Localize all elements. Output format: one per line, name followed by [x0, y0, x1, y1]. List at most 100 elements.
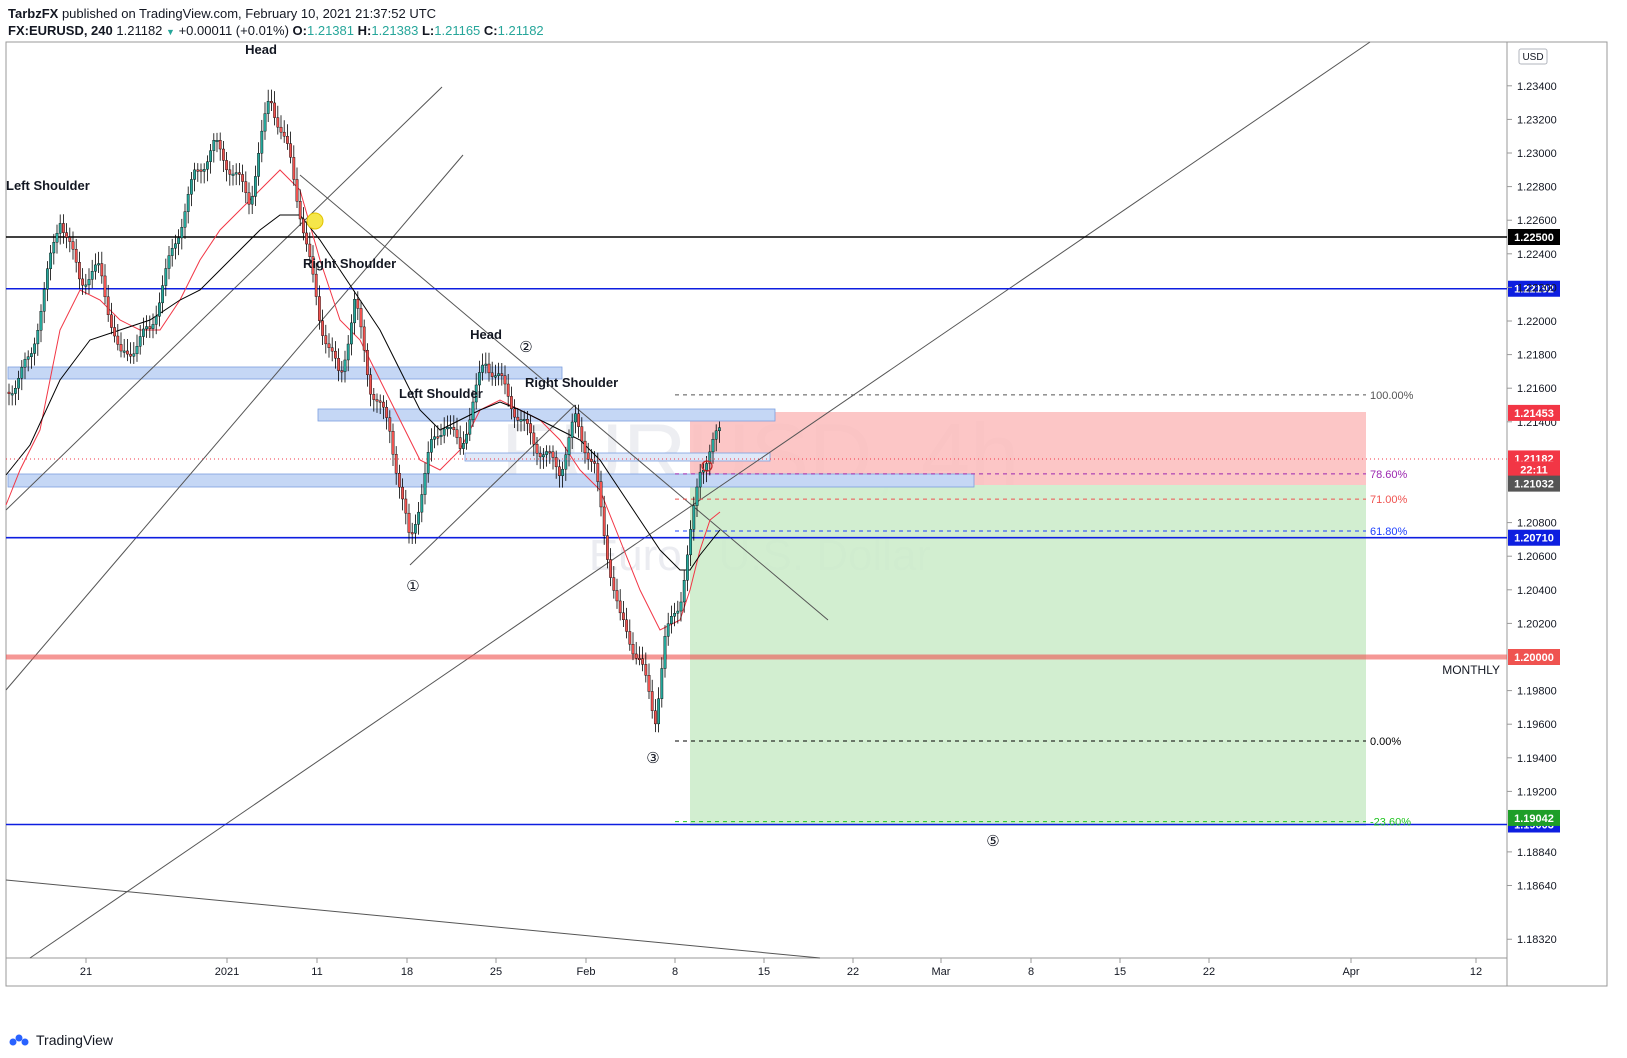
wave-label-1: ①: [406, 578, 419, 595]
candle-body: [180, 227, 184, 239]
x-tick-14: 12: [1470, 966, 1482, 978]
y-tick-5: 1.22400: [1517, 249, 1557, 261]
price-axis[interactable]: 1.23400 1.23200 1.23000 1.22800 1.22600 1.224…: [1507, 81, 1557, 946]
currency-badge[interactable]: USD: [1522, 52, 1543, 63]
candle-body: [157, 302, 161, 317]
candle-body: [193, 169, 196, 180]
price-tag-3: [1508, 475, 1560, 492]
x-tick-7: 15: [758, 966, 770, 978]
footer-brand[interactable]: TradingView: [36, 1032, 114, 1048]
candle-body: [189, 179, 193, 195]
published-text: published on TradingView.com, February 1…: [58, 6, 437, 21]
candle-body: [266, 101, 270, 114]
candle-body: [141, 328, 145, 337]
candle-body: [308, 243, 312, 257]
candle-body: [497, 373, 500, 376]
candle-body: [398, 473, 401, 488]
zone-4[interactable]: [7, 473, 975, 488]
candle-body: [36, 330, 40, 345]
pattern-annotations: Head Left Shoulder Right Shoulder Head L…: [6, 42, 1500, 677]
candle-body: [670, 616, 673, 624]
candle-body: [689, 529, 693, 556]
candle-body: [132, 353, 136, 357]
time-axis[interactable]: 21 2021 11 18 25 Feb 8 15 22 Mar 8 15 22 Apr 12: [80, 958, 1482, 978]
candle-body: [359, 308, 363, 328]
candle-body: [26, 356, 30, 360]
candle-body: [241, 174, 244, 182]
level-tag-text-2: 1.20710: [1514, 533, 1554, 545]
x-tick-6: 8: [672, 966, 678, 978]
candle-body: [567, 437, 571, 455]
wave-label-3: ③: [646, 750, 659, 767]
down-triangle-icon: ▼: [166, 27, 175, 37]
y-tick-21: 1.18320: [1517, 934, 1557, 946]
candle-body: [81, 278, 85, 286]
candle-body: [375, 399, 379, 402]
candle-body: [638, 658, 641, 661]
candle-body: [93, 264, 97, 272]
stop-loss-zone[interactable]: [690, 412, 1366, 485]
ema-slow-line: [5, 214, 721, 571]
fib-label-0: 100.00%: [1370, 390, 1414, 402]
candle-body: [513, 408, 517, 418]
candle-body: [298, 201, 302, 220]
fib-label-5: -23.60%: [1370, 817, 1411, 829]
trendlines[interactable]: [5, 41, 1371, 959]
candle-body: [478, 372, 481, 386]
candle-body: [394, 454, 398, 474]
candle-body: [295, 179, 299, 202]
candle-body: [487, 363, 491, 374]
candle-body: [125, 350, 129, 355]
y-tick-0: 1.23400: [1517, 81, 1557, 93]
candle-body: [74, 249, 78, 263]
candle-body: [593, 461, 597, 464]
y-tick-13: 1.20400: [1517, 585, 1557, 597]
low-value: 1.21165: [434, 23, 481, 38]
price-tag-text-0: 1.21453: [1514, 408, 1554, 420]
high-label: H:: [357, 23, 372, 38]
highlight-marker: [306, 212, 324, 230]
candle-body: [84, 284, 88, 287]
candle-body: [554, 457, 558, 468]
zone-1[interactable]: [7, 366, 563, 380]
currency-badge-box[interactable]: [1518, 48, 1548, 65]
fib-label-3: 61.80%: [1370, 526, 1408, 538]
candle-body: [442, 428, 446, 436]
candle-body: [654, 710, 657, 725]
candle-body: [484, 363, 488, 366]
zone-3[interactable]: [464, 452, 771, 462]
candle-body: [52, 241, 56, 254]
wave-labels: ① ② ③ ⑤: [406, 339, 999, 850]
level-tag-2: [1508, 529, 1560, 546]
y-tick-1: 1.23200: [1517, 114, 1557, 126]
price-chart[interactable]: EURUSD, 4h Euro / U.S. Dollar 1.225001.2…: [0, 0, 1627, 1025]
y-tick-15: 1.19800: [1517, 686, 1557, 698]
ohlc-legend: FX:EURUSD, 240 1.21182 ▼ +0.00011 (+0.01…: [8, 23, 544, 38]
candle-body: [116, 335, 120, 345]
candle-body: [221, 148, 225, 161]
candle-body: [711, 439, 715, 453]
candle-body: [215, 140, 219, 142]
candle-body: [676, 610, 680, 614]
zone-2[interactable]: [317, 408, 776, 422]
publisher-name[interactable]: TarbzFX: [8, 6, 59, 21]
x-tick-4: 25: [490, 966, 502, 978]
price-change: +0.00011 (+0.01%): [178, 23, 289, 38]
x-tick-2: 11: [311, 966, 322, 978]
symbol-label[interactable]: FX:EURUSD, 240: [8, 23, 113, 38]
candle-body: [414, 524, 417, 534]
candle-body: [10, 393, 14, 396]
candle-body: [628, 631, 632, 645]
candle-body: [199, 169, 203, 172]
candle-body: [407, 512, 411, 533]
candle-body: [327, 343, 331, 348]
candle-body: [532, 432, 536, 445]
candle-body: [420, 494, 424, 513]
level-tag-text-0: 1.22500: [1514, 232, 1554, 244]
candle-body: [100, 263, 104, 277]
candle-body: [366, 349, 369, 375]
candle-body: [58, 223, 62, 234]
tradingview-logo-icon[interactable]: [8, 1033, 30, 1047]
candle-body: [372, 394, 376, 400]
